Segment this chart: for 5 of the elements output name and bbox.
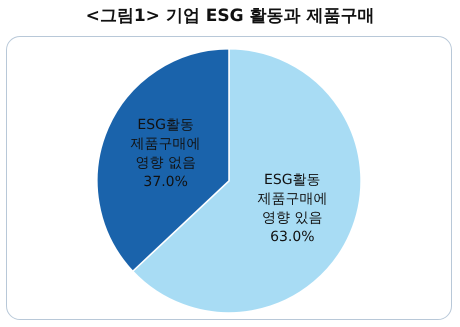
data-label: 63.0% bbox=[270, 228, 315, 245]
chart-title: <그림1> 기업 ESG 활동과 제품구매 bbox=[84, 5, 376, 27]
slice-label: ESG활동 제품구매에 영향 없음 bbox=[130, 116, 201, 171]
data-label: 37.0% bbox=[143, 174, 188, 190]
slice-label: ESG활동 제품구매에 영향 있음 bbox=[257, 172, 328, 226]
